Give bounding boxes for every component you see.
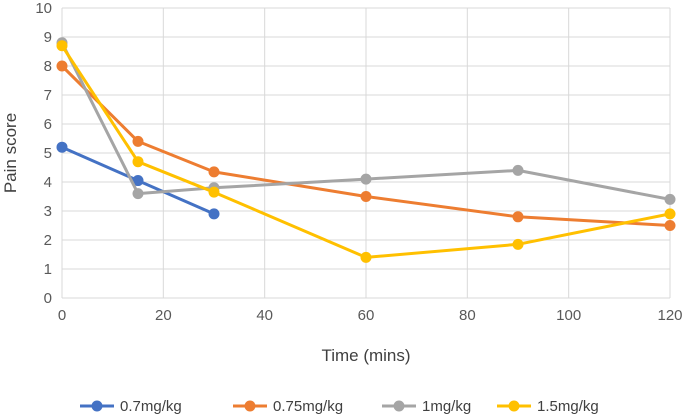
data-point	[132, 175, 144, 187]
x-axis-ticks: 0 20 40 60 80 100 120	[58, 307, 683, 324]
y-tick-label: 10	[35, 0, 52, 17]
data-point	[132, 156, 144, 168]
legend-swatch-marker	[393, 400, 405, 412]
x-tick-label: 120	[657, 307, 682, 324]
data-point	[132, 188, 144, 200]
x-tick-label: 0	[58, 307, 66, 324]
y-tick-label: 1	[44, 261, 52, 278]
data-point	[360, 191, 372, 202]
data-point	[512, 211, 524, 223]
data-point	[56, 40, 68, 52]
legend-item: 0.75mg/kg	[233, 398, 343, 415]
y-tick-label: 0	[44, 290, 52, 307]
data-point	[512, 238, 524, 250]
legend-swatch-marker	[244, 400, 256, 412]
data-point	[360, 173, 372, 185]
x-tick-label: 60	[358, 307, 375, 324]
data-point	[208, 208, 220, 220]
series-1-5mg-kg	[56, 40, 676, 263]
data-point	[56, 60, 68, 72]
y-axis-ticks: 0 1 2 3 4 5 6 7 8 9 10	[35, 0, 52, 307]
legend-label: 1mg/kg	[422, 398, 471, 415]
data-point	[664, 208, 676, 220]
y-tick-label: 5	[44, 145, 52, 162]
legend-item: 0.7mg/kg	[80, 398, 182, 415]
data-point	[132, 135, 144, 147]
legend-swatch-marker	[91, 400, 103, 412]
x-tick-label: 100	[556, 307, 581, 324]
data-point	[664, 220, 676, 231]
data-point	[208, 186, 220, 198]
y-tick-label: 3	[44, 203, 52, 220]
y-tick-label: 6	[44, 116, 52, 133]
x-tick-label: 40	[256, 307, 273, 324]
data-point	[664, 193, 676, 205]
legend-label: 0.75mg/kg	[273, 398, 343, 415]
legend-swatch-marker	[508, 400, 520, 412]
series-0-7mg-kg	[56, 141, 220, 220]
legend-label: 0.7mg/kg	[120, 398, 182, 415]
legend-item: 1.5mg/kg	[497, 398, 599, 415]
data-point	[512, 164, 524, 176]
legend-label: 1.5mg/kg	[537, 398, 599, 415]
y-tick-label: 8	[44, 58, 52, 75]
data-point	[360, 251, 372, 263]
x-tick-label: 80	[459, 307, 476, 324]
y-tick-label: 2	[44, 232, 52, 249]
series-group	[56, 37, 676, 263]
x-axis-title: Time (mins)	[321, 346, 410, 365]
legend: 0.7mg/kg 0.75mg/kg 1mg/kg 1.5mg/kg	[80, 398, 599, 415]
legend-item: 1mg/kg	[382, 398, 471, 415]
data-point	[56, 141, 68, 153]
y-tick-label: 9	[44, 29, 52, 46]
x-tick-label: 20	[155, 307, 172, 324]
series-line	[60, 44, 671, 259]
y-tick-label: 4	[44, 174, 52, 191]
y-tick-label: 7	[44, 87, 52, 104]
data-point	[208, 166, 220, 178]
series-line	[60, 42, 671, 201]
y-axis-title: Pain score	[1, 113, 20, 193]
